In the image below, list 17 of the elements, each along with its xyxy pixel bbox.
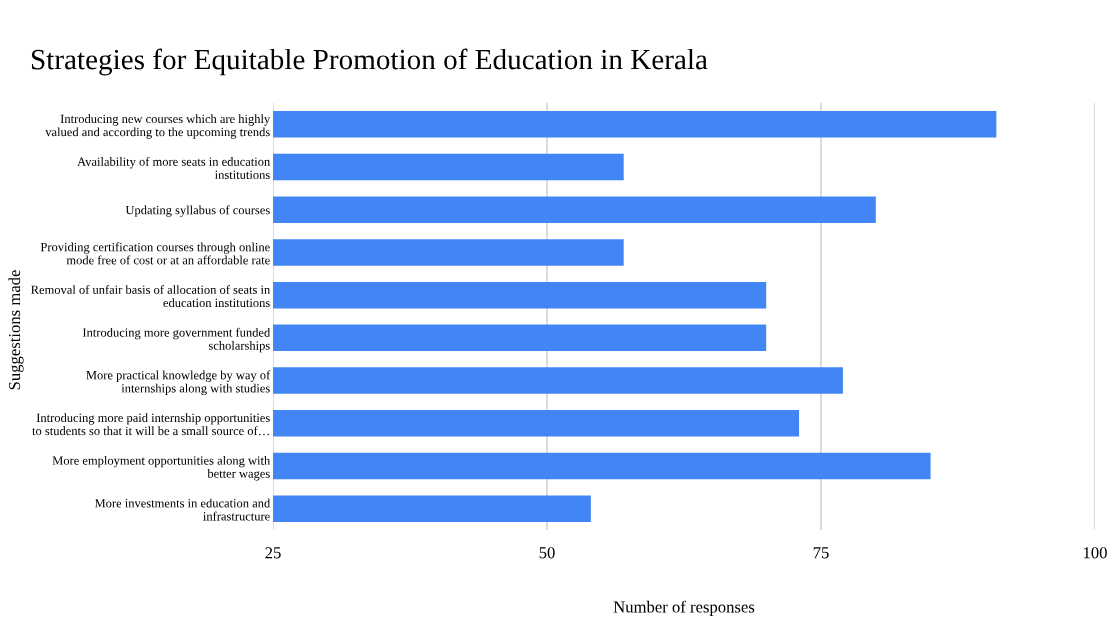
y-tick-label: Updating syllabus of courses [125, 205, 270, 217]
y-tick-label: Availability of more seats in education institutions [77, 156, 271, 179]
y-axis-title: Suggestions made [8, 270, 24, 390]
x-tick-label: 75 [813, 547, 829, 559]
x-tick-label: 100 [1083, 547, 1107, 559]
y-tick-label: Providing certification courses through online mode free of cost or at an affordable rate [40, 242, 270, 265]
chart-title: Strategies for Equitable Promotion of Education in Kerala [31, 48, 708, 76]
y-tick-label: More investments in education and infrastructure [94, 498, 271, 521]
y-tick-label: Introducing new courses which are highly valued and according to the upcoming trends [45, 114, 271, 139]
x-axis-title: Number of responses [613, 600, 755, 616]
y-tick-label: Introducing more government funded scholarships [82, 327, 271, 353]
x-tick-label: 25 [265, 547, 281, 559]
x-tick-label: 50 [539, 547, 555, 559]
y-tick-label: More employment opportunities along with better wages [52, 455, 271, 481]
y-tick-label: Introducing more paid internship opportunities to students so that it will be a small source of… [32, 413, 270, 436]
y-tick-label: More practical knowledge by way of internships along with studies [86, 370, 271, 396]
y-tick-label: Removal of unfair basis of allocation of seats in education institutions [31, 285, 271, 308]
